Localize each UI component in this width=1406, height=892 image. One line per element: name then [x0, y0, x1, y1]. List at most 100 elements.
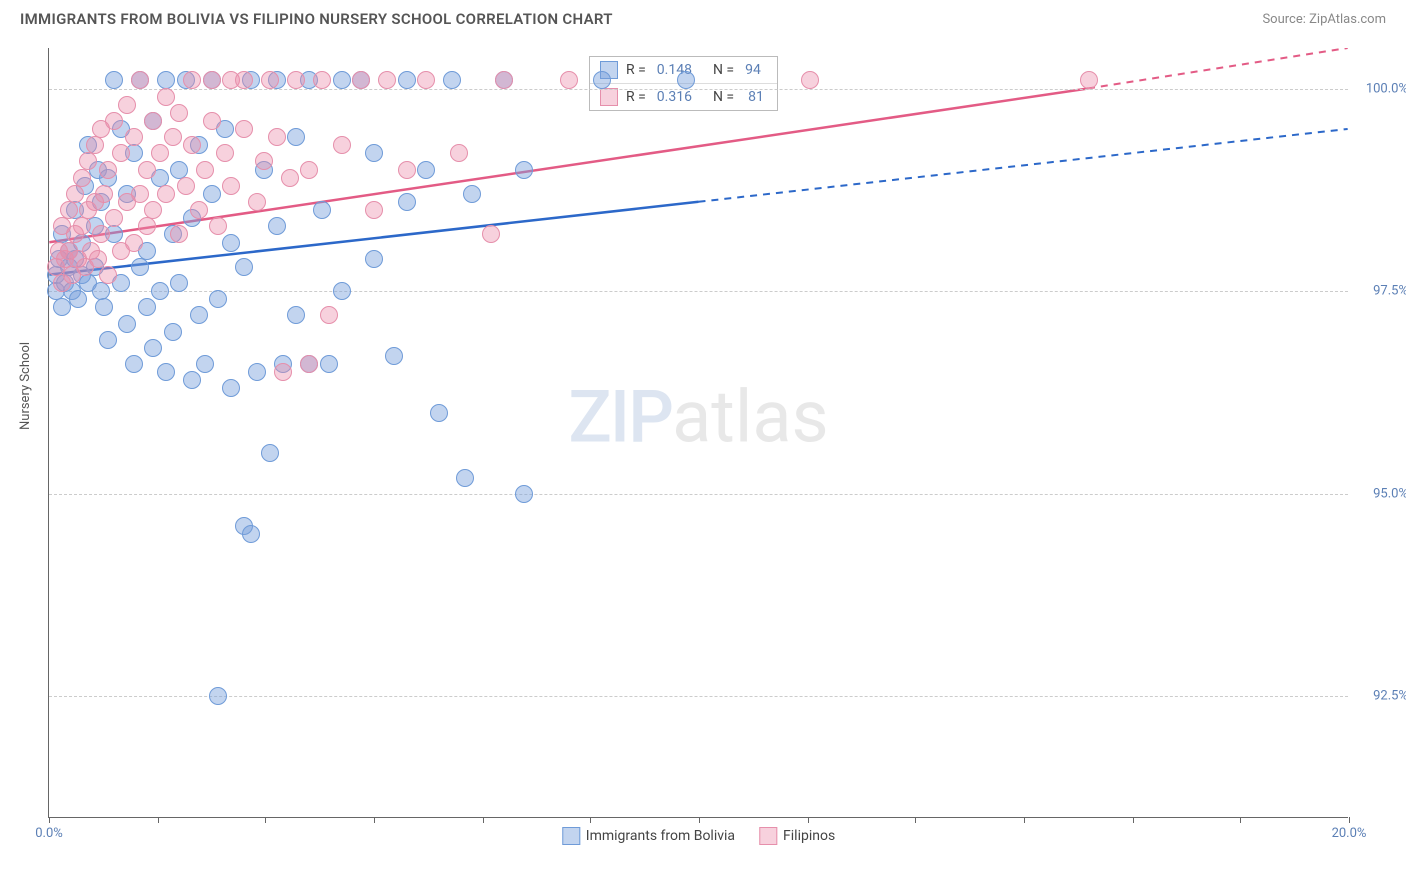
data-point-bolivia	[677, 71, 695, 89]
data-point-filipino	[274, 363, 292, 381]
data-point-bolivia	[209, 687, 227, 705]
data-point-bolivia	[385, 347, 403, 365]
data-point-bolivia	[268, 217, 286, 235]
data-point-filipino	[333, 136, 351, 154]
data-point-filipino	[320, 306, 338, 324]
data-point-bolivia	[287, 306, 305, 324]
data-point-filipino	[313, 71, 331, 89]
swatch-filipino	[600, 88, 618, 106]
data-point-bolivia	[125, 355, 143, 373]
data-point-bolivia	[190, 306, 208, 324]
data-point-bolivia	[248, 363, 266, 381]
data-point-filipino	[216, 144, 234, 162]
data-point-filipino	[125, 234, 143, 252]
data-point-filipino	[79, 152, 97, 170]
data-point-bolivia	[515, 161, 533, 179]
data-point-filipino	[222, 177, 240, 195]
data-point-bolivia	[333, 282, 351, 300]
xtick-mark	[158, 817, 159, 823]
data-point-bolivia	[515, 485, 533, 503]
data-point-filipino	[183, 136, 201, 154]
data-point-bolivia	[417, 161, 435, 179]
data-point-filipino	[92, 225, 110, 243]
data-point-bolivia	[157, 363, 175, 381]
data-point-filipino	[95, 185, 113, 203]
xtick-mark	[1024, 817, 1025, 823]
data-point-bolivia	[99, 331, 117, 349]
data-point-filipino	[157, 88, 175, 106]
data-point-filipino	[417, 71, 435, 89]
data-point-filipino	[151, 144, 169, 162]
data-point-filipino	[378, 71, 396, 89]
data-point-filipino	[203, 112, 221, 130]
data-point-bolivia	[365, 144, 383, 162]
xtick-mark	[915, 817, 916, 823]
data-point-filipino	[261, 71, 279, 89]
data-point-filipino	[268, 128, 286, 146]
swatch-bolivia-icon	[562, 827, 580, 845]
data-point-bolivia	[203, 185, 221, 203]
data-point-bolivia	[131, 258, 149, 276]
data-point-filipino	[105, 209, 123, 227]
xtick-label: 0.0%	[35, 826, 63, 841]
xtick-label: 20.0%	[1332, 826, 1367, 841]
xtick-mark	[1133, 817, 1134, 823]
data-point-filipino	[1080, 71, 1098, 89]
data-point-filipino	[183, 71, 201, 89]
data-point-filipino	[170, 225, 188, 243]
gridline	[49, 494, 1348, 495]
xtick-mark	[808, 817, 809, 823]
data-point-filipino	[138, 217, 156, 235]
data-point-bolivia	[92, 282, 110, 300]
data-point-bolivia	[313, 201, 331, 219]
data-point-bolivia	[456, 469, 474, 487]
data-point-filipino	[144, 112, 162, 130]
data-point-filipino	[99, 161, 117, 179]
data-point-bolivia	[53, 298, 71, 316]
data-point-filipino	[89, 250, 107, 268]
data-point-filipino	[170, 104, 188, 122]
data-point-bolivia	[69, 290, 87, 308]
data-point-filipino	[86, 136, 104, 154]
data-point-filipino	[300, 161, 318, 179]
data-point-bolivia	[164, 323, 182, 341]
data-point-filipino	[352, 71, 370, 89]
data-point-bolivia	[365, 250, 383, 268]
data-point-bolivia	[242, 525, 260, 543]
data-point-filipino	[300, 355, 318, 373]
data-point-filipino	[112, 144, 130, 162]
data-point-bolivia	[222, 234, 240, 252]
data-point-filipino	[255, 152, 273, 170]
data-point-filipino	[177, 177, 195, 195]
data-point-bolivia	[320, 355, 338, 373]
y-axis-label: Nursery School	[18, 342, 33, 430]
ytick-label: 97.5%	[1373, 284, 1406, 299]
data-point-bolivia	[235, 258, 253, 276]
data-point-filipino	[144, 201, 162, 219]
source-label: Source: ZipAtlas.com	[1262, 12, 1386, 27]
data-point-bolivia	[333, 71, 351, 89]
data-point-filipino	[287, 71, 305, 89]
data-point-filipino	[105, 112, 123, 130]
ytick-label: 92.5%	[1373, 689, 1406, 704]
data-point-filipino	[73, 217, 91, 235]
xtick-mark	[699, 817, 700, 823]
data-point-bolivia	[593, 71, 611, 89]
data-point-filipino	[131, 71, 149, 89]
data-point-filipino	[164, 128, 182, 146]
data-point-filipino	[235, 71, 253, 89]
ytick-label: 100.0%	[1366, 81, 1406, 96]
data-point-filipino	[60, 201, 78, 219]
data-point-bolivia	[105, 71, 123, 89]
data-point-bolivia	[443, 71, 461, 89]
series-legend: Immigrants from Bolivia Filipinos	[562, 827, 835, 845]
data-point-bolivia	[398, 71, 416, 89]
data-point-filipino	[196, 161, 214, 179]
data-point-filipino	[801, 71, 819, 89]
data-point-filipino	[125, 128, 143, 146]
data-point-filipino	[131, 185, 149, 203]
data-point-filipino	[235, 120, 253, 138]
data-point-bolivia	[287, 128, 305, 146]
xtick-mark	[590, 817, 591, 823]
trend-lines	[49, 48, 1348, 817]
